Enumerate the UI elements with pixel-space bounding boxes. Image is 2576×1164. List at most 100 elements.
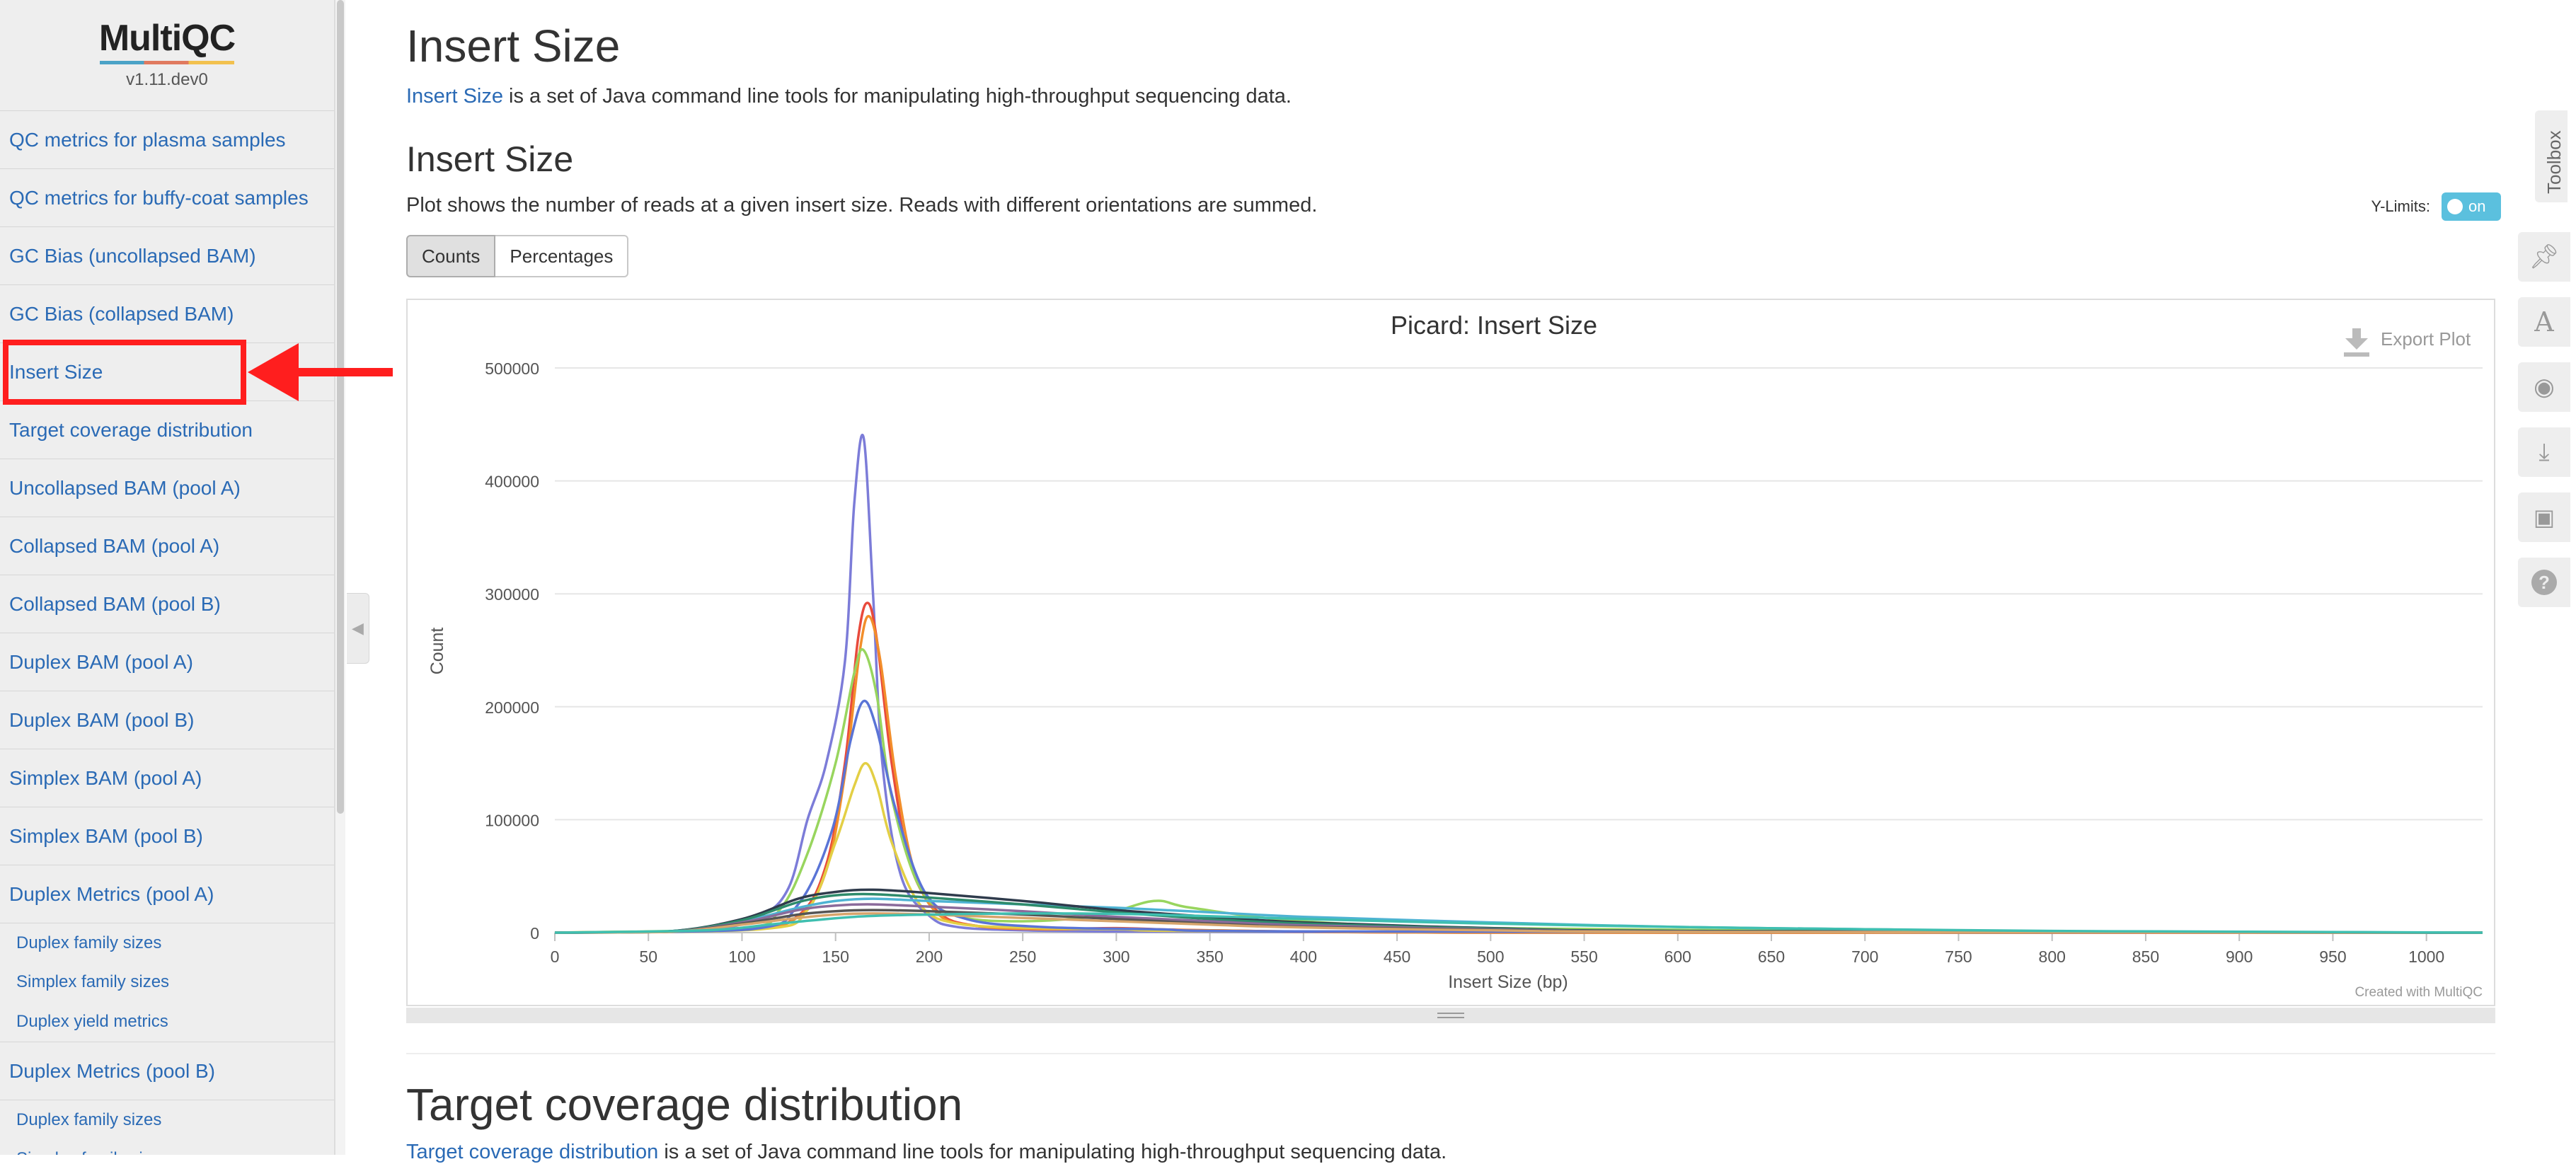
y-limits-label: Y-Limits:	[2371, 197, 2430, 215]
sidebar-item[interactable]: GC Bias (collapsed BAM)	[0, 284, 334, 342]
section-title: Insert Size	[406, 21, 621, 71]
sidebar-subitem[interactable]: Simplex family sizes	[0, 1139, 334, 1155]
target-coverage-link[interactable]: Target coverage distribution	[406, 1141, 659, 1163]
x-tick-label: 400	[1290, 947, 1317, 966]
help-tool-button[interactable]: ?	[2518, 558, 2570, 607]
highlight-box	[3, 340, 246, 405]
sidebar-item[interactable]: QC metrics for plasma samples	[0, 110, 334, 168]
export-tool-button[interactable]: ⤓	[2518, 427, 2570, 477]
x-tick-label: 1000	[2408, 947, 2444, 966]
x-tick-label: 450	[1384, 947, 1410, 966]
save-tool-button[interactable]: ▣	[2518, 492, 2570, 542]
sidebar-item[interactable]: Duplex BAM (pool B)	[0, 691, 334, 749]
floppy-disk-icon: ▣	[2533, 505, 2555, 530]
section-intro-text: is a set of Java command line tools for …	[503, 85, 1292, 108]
x-tick-label: 200	[916, 947, 943, 966]
hide-tool-button[interactable]: ◉	[2518, 362, 2570, 412]
sidebar-item[interactable]: QC metrics for buffy-coat samples	[0, 168, 334, 226]
next-section-intro-text: is a set of Java command line tools for …	[658, 1141, 1447, 1163]
x-tick-label: 850	[2132, 947, 2159, 966]
chart-credit: Created with MultiQC	[2354, 985, 2483, 1000]
chevron-left-icon: ◀	[352, 619, 364, 637]
percentages-button[interactable]: Percentages	[495, 235, 629, 277]
sidebar-item[interactable]: Simplex BAM (pool B)	[0, 807, 334, 865]
multiqc-logo[interactable]: MultiQC	[98, 18, 236, 59]
sidebar-scrollbar-thumb[interactable]	[337, 0, 344, 814]
insert-size-link[interactable]: Insert Size	[406, 85, 503, 108]
sidebar-collapse-button[interactable]: ◀	[347, 593, 369, 664]
sidebar-subitem[interactable]: Duplex family sizes	[0, 923, 334, 962]
plot-resize-handle[interactable]	[406, 1008, 2495, 1023]
logo-block: MultiQC v1.11.dev0	[0, 0, 334, 110]
plot-section-title: Insert Size	[406, 139, 574, 179]
x-tick-label: 600	[1664, 947, 1691, 966]
version-label: v1.11.dev0	[126, 70, 208, 89]
y-axis-ticks: 0 100000 200000 300000 400000 500000	[485, 359, 539, 943]
series-line-11[interactable]	[554, 912, 2483, 934]
sidebar-item[interactable]: Uncollapsed BAM (pool A)	[0, 459, 334, 517]
y-limits-control: Y-Limits: on	[2371, 192, 2501, 221]
main-content: Insert Size Insert Size is a set of Java…	[406, 0, 2501, 1163]
y-tick-label: 0	[530, 924, 539, 943]
x-tick-label: 0	[551, 947, 560, 966]
logo-underline	[100, 61, 234, 64]
export-plot-label: Export Plot	[2381, 328, 2471, 350]
y-tick-label: 300000	[485, 585, 539, 604]
sidebar-item[interactable]: Duplex BAM (pool A)	[0, 633, 334, 691]
series-line-12[interactable]	[554, 912, 2483, 934]
toggle-state: on	[2468, 197, 2486, 215]
sidebar-item[interactable]: Target coverage distribution	[0, 401, 334, 459]
x-axis-label: Insert Size (bp)	[1448, 972, 1568, 992]
sidebar-item[interactable]: Duplex Metrics (pool A)	[0, 865, 334, 923]
sidebar-item[interactable]: GC Bias (uncollapsed BAM)	[0, 226, 334, 284]
chart-title: Picard: Insert Size	[1391, 311, 1597, 340]
x-tick-label: 700	[1851, 947, 1878, 966]
series-line-0[interactable]	[554, 434, 2483, 934]
chart-series	[554, 434, 2483, 934]
x-tick-label: 500	[1477, 947, 1504, 966]
series-line-1[interactable]	[554, 601, 2483, 934]
x-tick-label: 550	[1570, 947, 1597, 966]
toolbox-label: Toolbox	[2543, 130, 2565, 194]
sidebar-item[interactable]: Duplex Metrics (pool B)	[0, 1042, 334, 1100]
x-tick-label: 150	[822, 947, 849, 966]
y-tick-label: 400000	[485, 473, 539, 491]
toolbox-tab[interactable]: Toolbox	[2535, 110, 2568, 202]
section-intro: Insert Size is a set of Java command lin…	[406, 85, 1292, 108]
font-icon: A	[2534, 306, 2554, 338]
question-circle-icon: ?	[2531, 570, 2557, 595]
grip-icon	[1437, 1013, 1464, 1018]
section-divider	[406, 1053, 2495, 1054]
rename-tool-button[interactable]: A	[2518, 297, 2570, 347]
download-icon: ⤓	[2538, 438, 2550, 466]
sidebar-item[interactable]: Simplex BAM (pool A)	[0, 749, 334, 807]
plot-description: Plot shows the number of reads at a give…	[406, 194, 1318, 217]
x-tick-label: 250	[1009, 947, 1036, 966]
x-tick-label: 950	[2319, 947, 2346, 966]
y-limits-toggle[interactable]: on	[2442, 192, 2501, 221]
pin-icon: 📌︎	[2529, 243, 2560, 270]
export-plot-button[interactable]: Export Plot	[2344, 328, 2471, 357]
x-tick-label: 50	[639, 947, 657, 966]
x-tick-label: 900	[2226, 947, 2253, 966]
sidebar-subitem[interactable]: Duplex family sizes	[0, 1100, 334, 1139]
sidebar-subitem[interactable]: Duplex yield metrics	[16, 1012, 168, 1031]
sidebar-item[interactable]: Collapsed BAM (pool B)	[0, 575, 334, 633]
y-tick-label: 500000	[485, 359, 539, 378]
red-arrow-shaft	[290, 368, 393, 376]
x-tick-label: 650	[1758, 947, 1785, 966]
next-section-intro: Target coverage distribution is a set of…	[406, 1141, 1447, 1164]
counts-button[interactable]: Counts	[406, 235, 496, 277]
x-tick-label: 750	[1945, 947, 1972, 966]
eye-slash-icon: ◉	[2534, 374, 2555, 401]
highlight-tool-button[interactable]: 📌︎	[2518, 232, 2570, 282]
sidebar-item[interactable]: Collapsed BAM (pool A)	[0, 517, 334, 575]
sidebar-nav: QC metrics for plasma samples QC metrics …	[0, 110, 334, 1155]
plot-mode-buttons: Counts Percentages	[406, 235, 629, 277]
download-icon	[2344, 328, 2369, 357]
insert-size-chart[interactable]: 0 100000 200000 300000 400000 500000 0 50 100 15…	[408, 300, 2494, 1005]
plot-container: 0 100000 200000 300000 400000 500000 0 50 100 15…	[406, 299, 2495, 1006]
x-tick-label: 350	[1196, 947, 1223, 966]
y-tick-label: 100000	[485, 811, 539, 829]
sidebar-subitem[interactable]: Simplex family sizes	[16, 972, 170, 991]
